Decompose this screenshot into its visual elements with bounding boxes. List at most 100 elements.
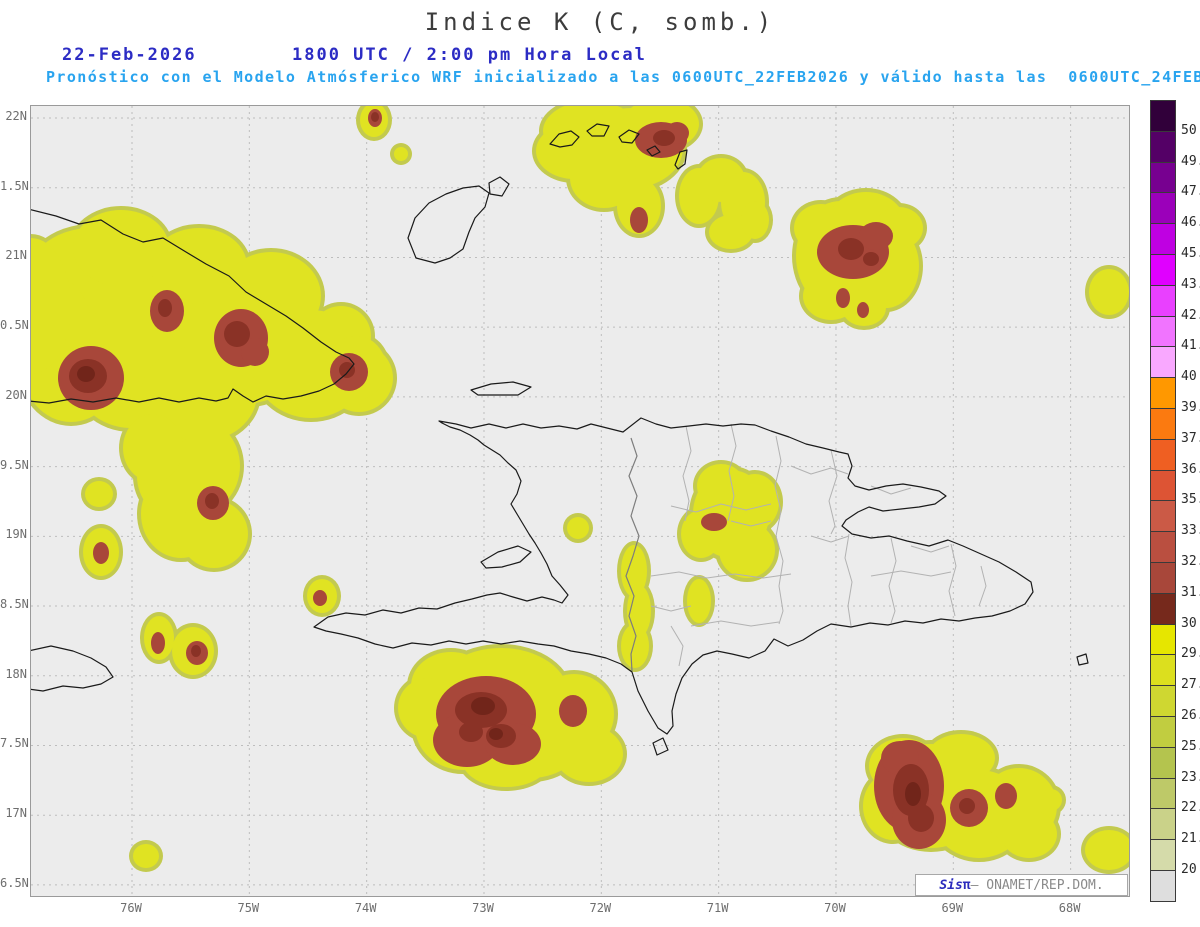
- kindex-region-yellow: [123, 414, 183, 482]
- province-boundary: [650, 571, 792, 579]
- coastline: [549, 130, 580, 148]
- coastline: [480, 545, 532, 569]
- map-panel: Sis π – ONAMET/REP.DOM.: [30, 105, 1130, 897]
- colorbar-segment: [1150, 315, 1176, 348]
- kindex-region-dark: [205, 493, 219, 509]
- province-boundary: [844, 533, 853, 627]
- colorbar-label: 31.3: [1181, 584, 1200, 600]
- coastline: [674, 149, 688, 170]
- colorbar-label: 50: [1181, 122, 1197, 138]
- kindex-region-dark: [838, 238, 864, 260]
- colorbar-label: 20: [1181, 862, 1197, 877]
- branding-pi-icon: π: [962, 877, 971, 893]
- kindex-region-red: [559, 695, 587, 727]
- kindex-region-dark: [371, 112, 379, 122]
- kindex-region-red: [859, 222, 893, 250]
- kindex-region-red: [93, 542, 109, 564]
- colorbar-label: 30: [1181, 615, 1197, 631]
- kindex-region-red: [151, 632, 165, 654]
- branding-sis: Sis: [939, 877, 963, 893]
- colorbar-label: 21.3: [1181, 831, 1200, 847]
- y-tick-label: 18N: [5, 666, 27, 681]
- kindex-region-yellow: [1001, 810, 1057, 858]
- kindex-region-yellow: [133, 844, 159, 868]
- colorbar-label: 26.5: [1181, 708, 1200, 723]
- x-tick-label: 69W: [941, 901, 964, 915]
- province-boundary: [828, 449, 838, 535]
- kindex-region-red: [701, 513, 727, 531]
- kindex-region-yellow: [617, 178, 661, 234]
- colorbar-segment: [1150, 254, 1176, 286]
- valid-date: 22-Feb-2026: [62, 45, 197, 65]
- kindex-region-core: [489, 728, 503, 740]
- kindex-region-yellow: [536, 123, 612, 179]
- coastline: [586, 123, 610, 137]
- colorbar-segment: [1150, 777, 1176, 810]
- branding-org: – ONAMET/REP.DOM.: [970, 877, 1104, 893]
- colorbar-label: 43.9: [1181, 276, 1200, 292]
- y-tick-label: 8.5N: [0, 597, 29, 612]
- x-tick-label: 68W: [1058, 901, 1081, 915]
- x-tick-label: 74W: [354, 901, 377, 915]
- kindex-region-dark: [191, 645, 201, 657]
- y-tick-label: 20N: [5, 387, 27, 402]
- colorbar-segment: [1150, 161, 1176, 194]
- kindex-region-yellow: [621, 545, 647, 597]
- province-boundary: [774, 435, 784, 625]
- coastline: [646, 145, 661, 157]
- kindex-region-core: [77, 366, 95, 382]
- kindex-region-yellow: [73, 210, 169, 286]
- province-boundary: [682, 425, 692, 522]
- coastline: [488, 176, 510, 197]
- colorbar-segment: [1150, 500, 1176, 533]
- kindex-region-yellow: [180, 500, 248, 568]
- y-tick-label: 9.5N: [0, 457, 29, 472]
- kindex-region-yellow: [1040, 789, 1062, 811]
- coastline: [407, 185, 490, 264]
- colorbar-segment: [1150, 562, 1176, 594]
- y-tick-label: 19N: [5, 527, 27, 542]
- province-boundary: [870, 570, 952, 577]
- colorbar-segment: [1150, 377, 1176, 409]
- kindex-region-dark: [653, 130, 675, 146]
- kindex-region-red: [857, 302, 869, 318]
- kindex-region-red: [995, 783, 1017, 809]
- colorbar-segment: [1150, 808, 1176, 841]
- colorbar-segment: [1150, 685, 1176, 717]
- kindex-region-yellow: [394, 147, 408, 161]
- province-boundary: [870, 485, 912, 495]
- province-boundary: [910, 545, 950, 553]
- y-tick-label: 6.5N: [0, 875, 29, 890]
- colorbar-label: 23.9: [1181, 769, 1200, 785]
- kindex-region-yellow: [555, 726, 623, 782]
- colorbar-label: 35.2: [1181, 492, 1200, 508]
- kindex-region-red: [836, 288, 850, 308]
- colorbar-segment: [1150, 592, 1176, 625]
- colorbar-label: 37.8: [1181, 430, 1200, 446]
- kindex-region-red: [313, 590, 327, 606]
- province-boundary: [810, 535, 850, 543]
- kindex-region-yellow: [1085, 830, 1129, 870]
- y-tick-label: 0.5N: [0, 318, 29, 333]
- kindex-region-yellow: [719, 522, 775, 578]
- branding-box: Sis π – ONAMET/REP.DOM.: [915, 874, 1128, 896]
- x-tick-label: 75W: [237, 901, 260, 915]
- kindex-region-dark: [459, 722, 483, 742]
- province-boundary: [670, 503, 772, 513]
- kindex-region-yellow: [927, 734, 995, 782]
- colorbar-label: 40: [1181, 369, 1197, 385]
- colorbar-label: 33.9: [1181, 523, 1200, 539]
- colorbar-segment: [1150, 716, 1176, 748]
- kindex-region-yellow: [567, 517, 589, 539]
- kindex-region-yellow: [31, 238, 71, 374]
- x-tick-label: 73W: [472, 901, 494, 915]
- forecast-description: Pronóstico con el Modelo Atmósferico WRF…: [46, 68, 1200, 86]
- coastline: [31, 209, 355, 404]
- x-tick-label: 72W: [589, 901, 612, 915]
- coastline: [652, 737, 669, 756]
- kindex-region-yellow: [741, 201, 769, 239]
- province-boundary: [727, 423, 737, 522]
- y-tick-label: 1.5N: [0, 178, 29, 193]
- colorbar-label: 45.2: [1181, 246, 1200, 261]
- haiti-dr-border: [625, 437, 640, 672]
